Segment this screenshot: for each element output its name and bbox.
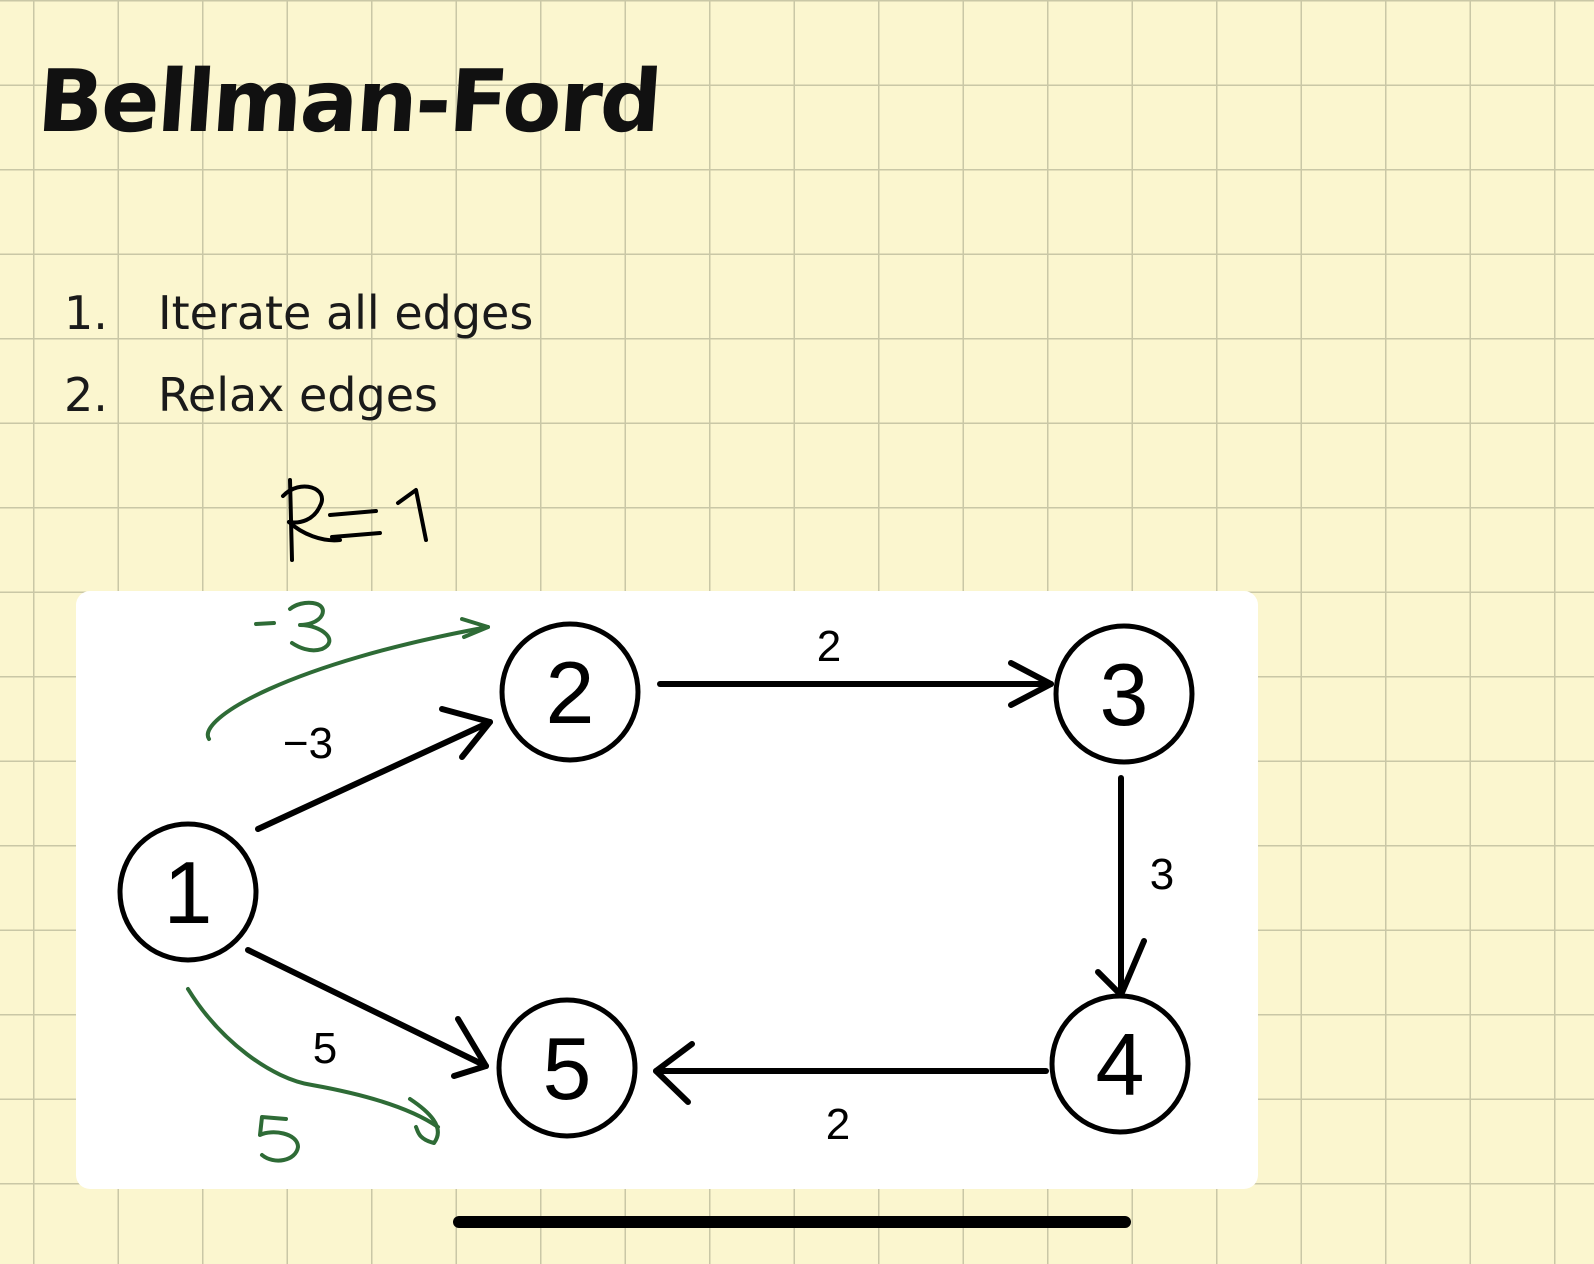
node-label: 4 — [1096, 1015, 1145, 1114]
edge-3-4 — [1095, 775, 1147, 998]
relaxation-arrow-1-2 — [205, 625, 490, 741]
node-5 — [496, 997, 638, 1139]
edge-2-3 — [657, 660, 1054, 708]
node-3 — [1053, 623, 1195, 765]
home-indicator[interactable] — [453, 1216, 1131, 1228]
edge-weight: 3 — [1150, 850, 1174, 899]
node-label: 1 — [164, 843, 213, 942]
step-number: 2. — [64, 368, 108, 422]
step-text: Iterate all edges — [158, 286, 534, 340]
node-2 — [499, 621, 641, 763]
step-number: 1. — [64, 286, 108, 340]
relaxation-arrowhead — [460, 617, 490, 639]
edge-weight: 2 — [817, 622, 841, 671]
relaxation-arrow-1-5 — [186, 987, 440, 1129]
node-label: 5 — [543, 1019, 592, 1118]
edge-weight: 5 — [313, 1024, 337, 1073]
page-title: Bellman-Ford — [34, 52, 664, 152]
graph-canvas: 2 3 1 4 5 −3 2 3 2 5 — [117, 600, 1195, 1163]
list-item: 1. Iterate all edges — [64, 272, 533, 354]
node-1 — [117, 821, 259, 963]
edge-4-5 — [653, 1041, 1049, 1105]
edge-weight: −3 — [283, 719, 333, 768]
list-item: 2. Relax edges — [64, 354, 533, 436]
node-label: 2 — [546, 643, 595, 742]
node-4 — [1049, 993, 1191, 1135]
steps-list: 1. Iterate all edges 2. Relax edges — [64, 272, 533, 436]
edge-1-2 — [255, 706, 493, 832]
node-label: 3 — [1100, 645, 1149, 744]
step-text: Relax edges — [158, 368, 438, 422]
edge-1-5 — [245, 947, 489, 1079]
relaxation-arrowhead — [408, 1097, 440, 1145]
graph-diagram: 2 3 1 4 5 −3 2 3 2 5 — [76, 591, 1258, 1189]
edge-weight: 2 — [826, 1100, 850, 1149]
